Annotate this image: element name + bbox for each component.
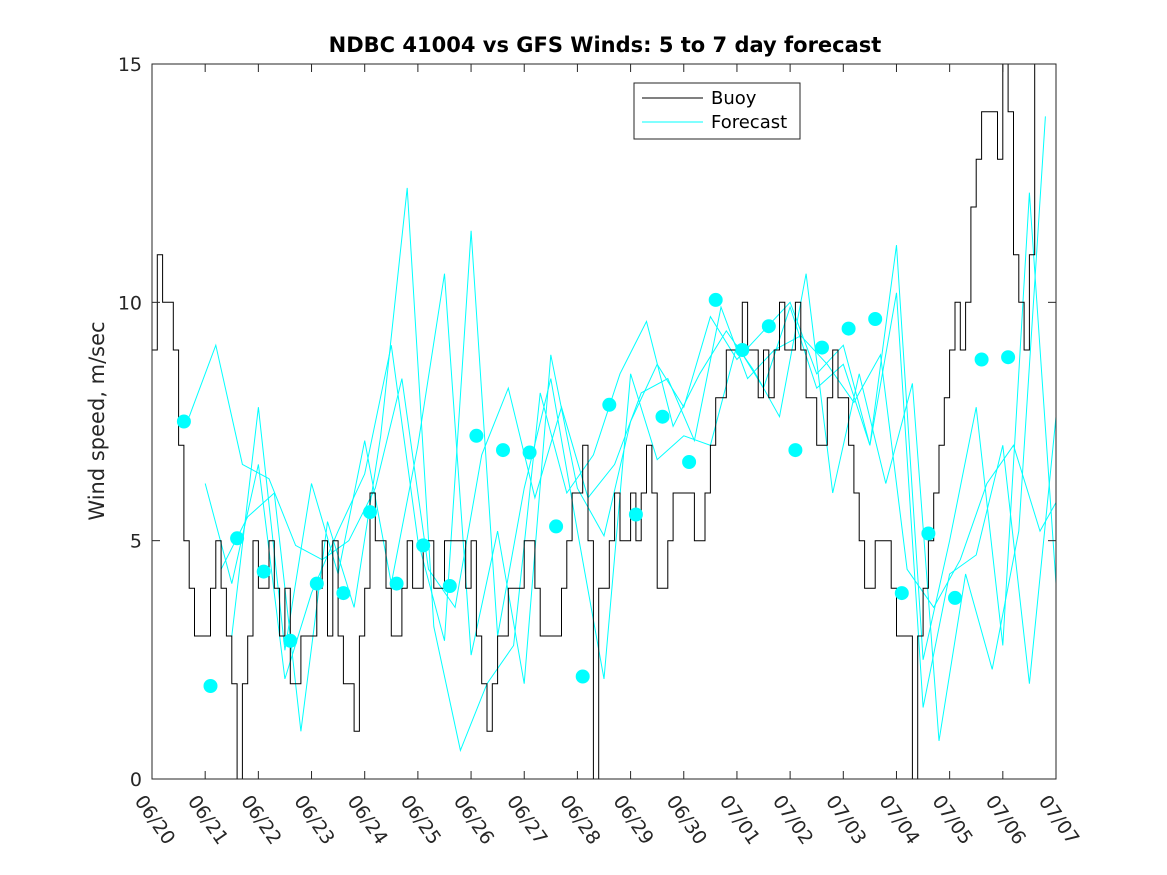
legend-label-forecast: Forecast (711, 112, 787, 133)
forecast-marker-point (1001, 350, 1016, 365)
forecast-marker-point (442, 579, 457, 593)
forecast-marker-point (283, 633, 298, 648)
forecast-marker-point (788, 443, 803, 458)
y-tick-label: 5 (130, 531, 142, 553)
buoy-layer (152, 63, 1040, 780)
y-tick-label: 10 (118, 292, 142, 314)
y-axis-label: Wind speed, m/sec (85, 321, 109, 520)
forecast-marker-point (841, 321, 856, 336)
forecast-marker-point (496, 443, 510, 458)
forecast-run-3-line (220, 116, 1046, 753)
forecast-marker-point (868, 312, 883, 326)
forecast-marker-point (948, 590, 962, 605)
forecast-marker-point (230, 531, 245, 546)
forecast-marker-point (921, 526, 936, 541)
forecast-marker-point (602, 397, 617, 412)
forecast-run-2-line (204, 230, 1057, 708)
forecast-marker-point (735, 343, 750, 357)
forecast-marker-point (974, 352, 989, 367)
legend-label-buoy: Buoy (711, 88, 757, 109)
legend-box (633, 82, 801, 140)
y-tick-label: 0 (130, 769, 142, 791)
y-axis: 0 5 10 15 (118, 54, 1056, 791)
forecast-layer (188, 116, 1057, 753)
forecast-marker-point (655, 409, 670, 424)
forecast-marker-point (522, 445, 537, 460)
forecast-run-1-line (188, 305, 1057, 609)
forecast-marker-point (682, 455, 697, 469)
plot-frame (151, 63, 1057, 780)
forecast-marker-point (761, 319, 776, 334)
forecast-marker-point (708, 292, 723, 307)
forecast-marker-point (389, 576, 404, 591)
forecast-marker-point (309, 576, 324, 591)
forecast-marker-point (815, 340, 829, 355)
forecast-marker-point (363, 505, 377, 520)
forecast-marker-point (256, 564, 271, 579)
buoy-series-line (152, 63, 1040, 780)
forecast-marker-point (628, 507, 643, 522)
forecast-marker-point (416, 538, 431, 553)
y-tick-label: 15 (118, 54, 142, 76)
forecast-marker-point (336, 586, 351, 601)
forecast-run-4-line (231, 192, 1057, 684)
forecast-marker-point (894, 586, 909, 601)
marker-layer (176, 292, 1016, 693)
forecast-marker-point (176, 414, 191, 429)
legend: Buoy Forecast (633, 82, 801, 140)
forecast-marker-point (469, 428, 484, 443)
plot-area (151, 63, 1057, 780)
forecast-marker-point (203, 679, 218, 693)
chart-title: NDBC 41004 vs GFS Winds: 5 to 7 day fore… (329, 33, 882, 57)
forecast-marker-point (549, 519, 564, 534)
forecast-marker-point (575, 669, 590, 684)
